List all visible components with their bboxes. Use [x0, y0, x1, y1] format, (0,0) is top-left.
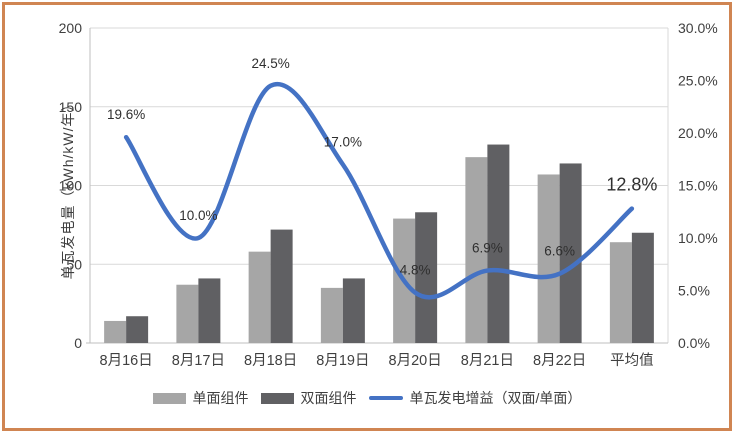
legend-swatch-single-sided-icon — [152, 392, 186, 404]
x-axis-category-label: 8月18日 — [244, 353, 297, 369]
right-axis-tick-label: 10.0% — [678, 230, 718, 246]
x-axis-category-label: 8月17日 — [172, 353, 225, 369]
bar-double-sided — [270, 229, 293, 343]
bar-single-sided — [248, 251, 271, 343]
line-data-label: 6.9% — [472, 241, 503, 256]
left-axis-tick-label: 200 — [59, 20, 83, 36]
bar-double-sided — [126, 316, 149, 343]
bar-double-sided — [415, 212, 438, 343]
right-axis-tick-label: 30.0% — [678, 20, 718, 36]
bar-single-sided — [320, 287, 343, 343]
bar-double-sided — [631, 232, 654, 343]
x-axis-category-label: 平均值 — [610, 352, 654, 369]
bar-double-sided — [342, 278, 365, 343]
left-axis-title: 单瓦发电量（kWh/kW/年） — [60, 96, 76, 280]
x-axis-category-label: 8月21日 — [461, 353, 514, 369]
line-data-label: 24.5% — [251, 56, 289, 71]
legend-swatch-gain-line-icon — [368, 396, 403, 400]
right-axis-tick-label: 0.0% — [678, 335, 710, 351]
legend-item-double-sided-module: 双面组件 — [260, 388, 357, 408]
right-axis-tick-label: 20.0% — [678, 125, 718, 141]
x-axis-category-label: 8月16日 — [100, 353, 153, 369]
bar-double-sided — [559, 163, 582, 343]
x-axis-category-label: 8月22日 — [533, 353, 586, 369]
bar-single-sided — [176, 284, 199, 343]
gain-line — [123, 81, 635, 300]
left-axis-tick-label: 50 — [66, 256, 82, 272]
legend-swatch-double-sided-icon — [260, 392, 294, 404]
right-axis-tick-label: 25.0% — [678, 73, 718, 89]
bar-double-sided — [487, 144, 510, 343]
left-axis-tick-label: 150 — [59, 99, 83, 115]
x-axis-category-label: 8月20日 — [389, 353, 442, 369]
line-data-label: 6.6% — [544, 244, 575, 259]
legend-label-double-sided: 双面组件 — [300, 390, 357, 406]
right-axis-tick-label: 15.0% — [678, 178, 718, 194]
bar-single-sided — [609, 242, 632, 343]
right-axis-tick-label: 5.0% — [678, 283, 710, 299]
bar-double-sided — [198, 278, 221, 343]
line-data-label: 10.0% — [179, 208, 217, 223]
bar-single-sided — [104, 320, 127, 343]
line-data-label: 17.0% — [324, 135, 362, 150]
bar-single-sided — [465, 157, 488, 343]
line-data-label: 19.6% — [107, 107, 145, 122]
legend-item-single-sided-module: 单面组件 — [152, 388, 249, 408]
legend-label-gain-line: 单瓦发电增益（双面/单面） — [409, 390, 582, 406]
left-axis-tick-label: 100 — [59, 178, 83, 194]
legend-label-single-sided: 单面组件 — [192, 390, 249, 406]
legend: 单面组件 双面组件 单瓦发电增益（双面/单面） — [0, 388, 734, 408]
line-data-label: 4.8% — [400, 263, 431, 278]
x-axis-category-label: 8月19日 — [316, 353, 369, 369]
line-data-label: 12.8% — [606, 175, 657, 195]
bar-single-sided — [537, 174, 560, 343]
legend-item-gain-line: 单瓦发电增益（双面/单面） — [368, 388, 582, 408]
left-axis-tick-label: 0 — [74, 335, 82, 351]
